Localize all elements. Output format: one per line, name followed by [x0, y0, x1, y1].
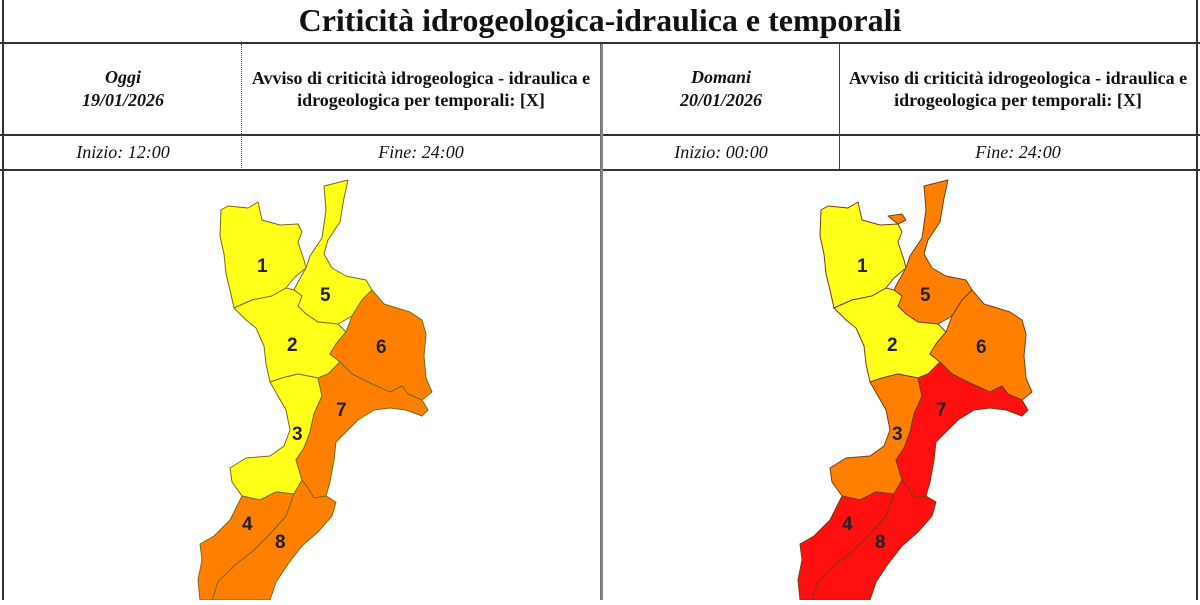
svg-text:4: 4: [842, 514, 853, 535]
today-header: Oggi 19/01/2026: [4, 44, 242, 134]
svg-text:1: 1: [257, 256, 268, 277]
tomorrow-end: Fine: 24:00: [975, 141, 1061, 162]
svg-text:1: 1: [857, 256, 868, 277]
svg-text:4: 4: [242, 514, 253, 535]
today-end: Fine: 24:00: [378, 141, 464, 162]
svg-text:3: 3: [892, 424, 903, 445]
today-avviso: Avviso di criticità idrogeologica - idra…: [251, 68, 591, 110]
map-tomorrow: 1 2 3 4 5 6 7 8: [600, 170, 1200, 601]
svg-text:6: 6: [976, 337, 987, 358]
zone-labels: 1 2 3 4 5 6 7 8: [842, 256, 987, 553]
zone-labels: 1 2 3 4 5 6 7 8: [242, 256, 387, 553]
divider: [839, 44, 840, 170]
svg-text:7: 7: [336, 400, 347, 421]
svg-text:6: 6: [376, 337, 387, 358]
svg-text:7: 7: [936, 400, 947, 421]
today-date: 19/01/2026: [81, 90, 164, 110]
svg-text:5: 5: [920, 285, 931, 306]
map-today: 1 2 3 4 5 6 7 8: [0, 170, 600, 601]
tomorrow-start: Inizio: 00:00: [674, 141, 768, 162]
tomorrow-avviso: Avviso di criticità idrogeologica - idra…: [848, 68, 1188, 110]
svg-text:2: 2: [287, 335, 298, 356]
page-title: Criticità idrogeologica-idraulica e temp…: [0, 0, 1200, 44]
divider: [600, 44, 603, 600]
svg-text:8: 8: [275, 532, 286, 553]
svg-text:2: 2: [887, 335, 898, 356]
zone-8-today: [211, 479, 337, 601]
svg-text:5: 5: [320, 285, 331, 306]
zone-7-today: [295, 361, 429, 499]
today-start: Inizio: 12:00: [76, 141, 170, 162]
calabria-map-tomorrow: 1 2 3 4 5 6 7 8: [797, 179, 1033, 601]
zone-8-tomorrow: [811, 479, 937, 601]
tomorrow-date: 20/01/2026: [679, 90, 762, 110]
svg-text:3: 3: [292, 424, 303, 445]
tomorrow-label: Domani: [690, 67, 751, 87]
divider: [241, 44, 243, 170]
calabria-map-today: 1 2 3 4 5 6 7 8: [197, 179, 433, 601]
zone-7-tomorrow: [895, 361, 1029, 499]
tomorrow-header: Domani 20/01/2026: [602, 44, 840, 134]
today-label: Oggi: [105, 67, 141, 87]
svg-text:8: 8: [875, 532, 886, 553]
